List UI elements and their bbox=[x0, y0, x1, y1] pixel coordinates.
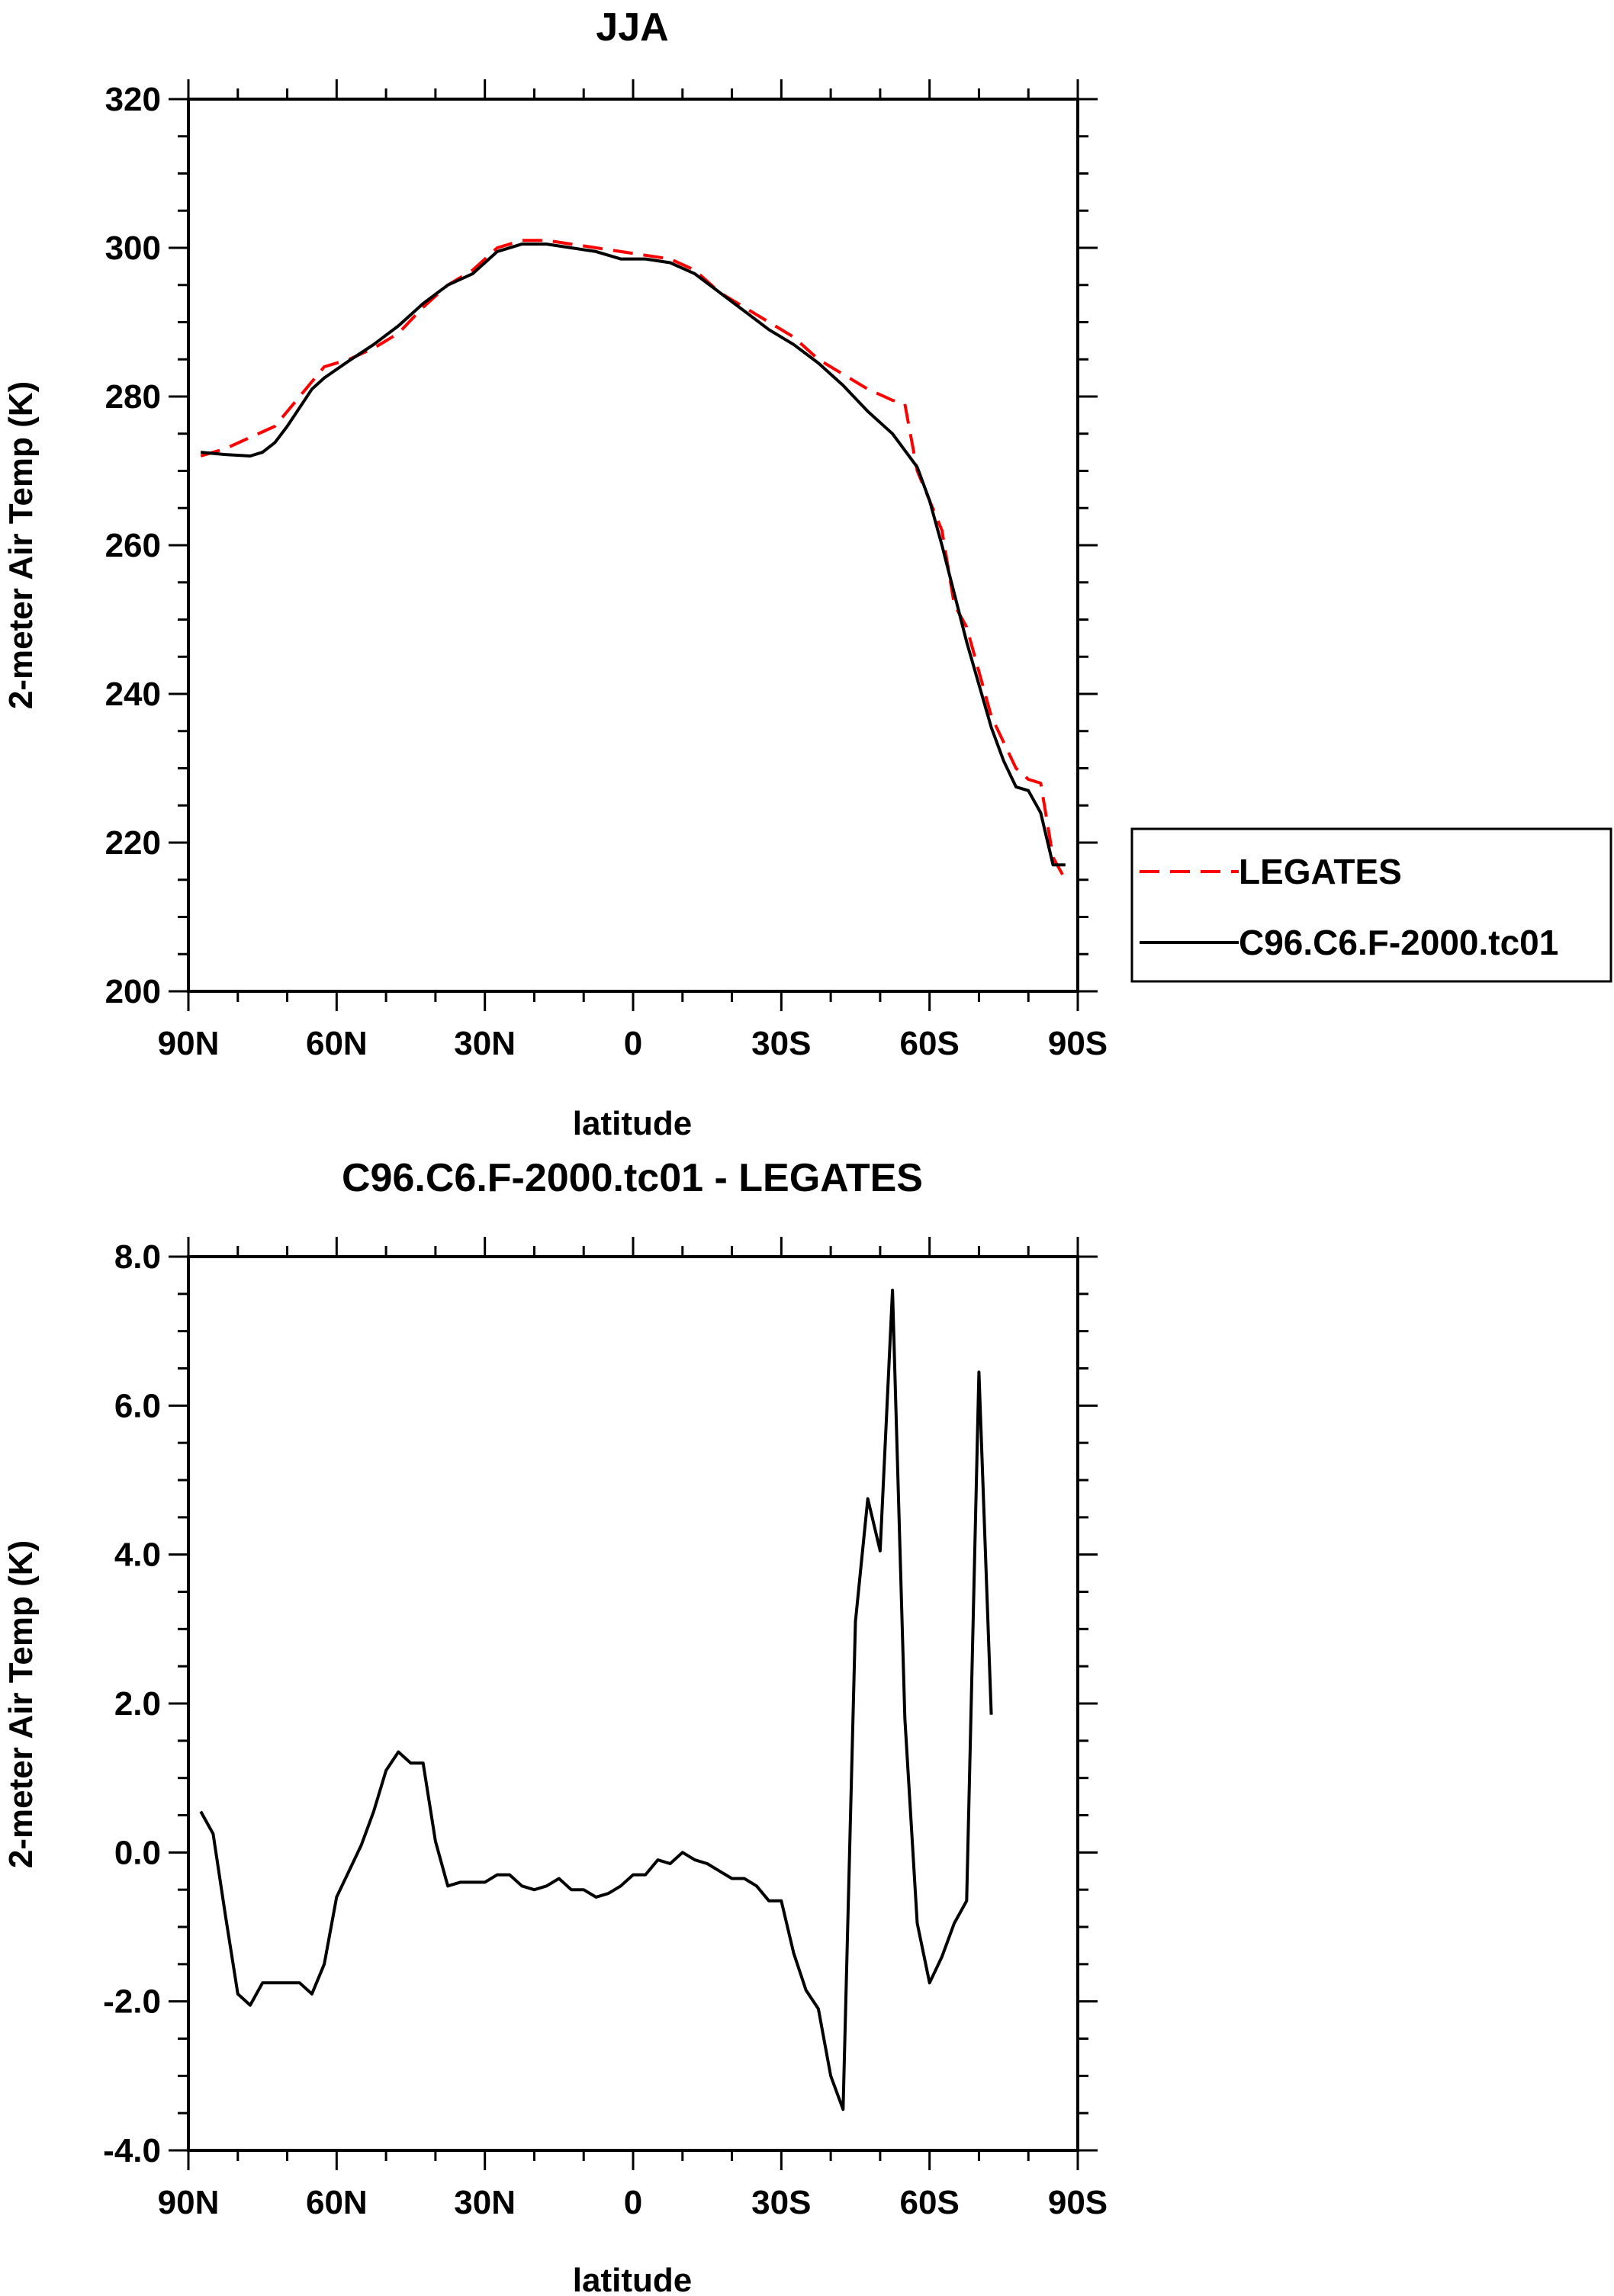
bottom-series-group bbox=[199, 1289, 993, 2111]
top-y-tick-label: 200 bbox=[105, 973, 161, 1010]
top-x-tick-label: 60N bbox=[306, 1025, 368, 1062]
bottom-x-tick-label: 90S bbox=[1048, 2184, 1108, 2221]
bottom-y-tick-label: -2.0 bbox=[103, 1983, 161, 2021]
bottom-y-tick-label: 0.0 bbox=[114, 1834, 161, 1871]
top-series-group bbox=[200, 239, 1067, 881]
bottom-y-tick-label: 2.0 bbox=[114, 1685, 161, 1723]
bottom-plot-frame bbox=[187, 1255, 1079, 2152]
bottom-series-line-model bbox=[199, 1289, 993, 2111]
top-panel: JJA 200 220 240 260 280 300 320 90N 60N 30N 0 30S 60… bbox=[2, 5, 1612, 1142]
bottom-x-axis-label: latitude bbox=[573, 2262, 692, 2296]
legend-label-model: C96.C6.F-2000.tc01 bbox=[1239, 923, 1558, 962]
bottom-ticks: -4.0 -2.0 0.0 2.0 4.0 6.0 8.0 90N 60N 30N 0 30S 60S 9… bbox=[103, 1237, 1108, 2221]
top-series-line-series-1 bbox=[201, 242, 1066, 867]
bottom-y-tick-label: -4.0 bbox=[103, 2132, 161, 2169]
top-y-tick-label: 260 bbox=[105, 527, 161, 564]
bottom-x-tick-label: 90N bbox=[158, 2184, 220, 2221]
bottom-x-tick-label: 30S bbox=[751, 2184, 811, 2221]
top-y-tick-label: 220 bbox=[105, 824, 161, 862]
bottom-y-tick-label: 6.0 bbox=[114, 1387, 161, 1424]
bottom-y-tick-label: 4.0 bbox=[114, 1537, 161, 1574]
top-x-tick-label: 30N bbox=[454, 1025, 516, 1062]
legend-box bbox=[1130, 827, 1612, 983]
top-x-tick-label: 0 bbox=[624, 1025, 642, 1062]
bottom-x-tick-label: 0 bbox=[624, 2184, 642, 2221]
bottom-x-tick-label: 30N bbox=[454, 2184, 516, 2221]
top-y-tick-label: 320 bbox=[105, 81, 161, 118]
legend-label-legates: LEGATES bbox=[1239, 852, 1402, 891]
bottom-x-tick-label: 60S bbox=[900, 2184, 960, 2221]
bottom-y-tick-label: 8.0 bbox=[114, 1238, 161, 1276]
top-y-tick-label: 300 bbox=[105, 230, 161, 267]
bottom-panel: C96.C6.F-2000.tc01 - LEGATES -4.0 -2.0 0.0… bbox=[2, 1156, 1108, 2296]
top-x-tick-label: 90S bbox=[1048, 1025, 1108, 1062]
top-chart-title: JJA bbox=[596, 5, 668, 50]
bottom-x-tick-label: 60N bbox=[306, 2184, 368, 2221]
top-series-line-legates bbox=[200, 239, 1067, 881]
top-x-tick-label: 60S bbox=[900, 1025, 960, 1062]
top-x-axis-label: latitude bbox=[573, 1105, 692, 1142]
top-y-tick-label: 240 bbox=[105, 676, 161, 713]
top-x-tick-label: 30S bbox=[751, 1025, 811, 1062]
top-plot-frame bbox=[187, 98, 1079, 993]
bottom-chart-title: C96.C6.F-2000.tc01 - LEGATES bbox=[342, 1156, 923, 1200]
bottom-y-axis-label: 2-meter Air Temp (K) bbox=[2, 1540, 40, 1868]
top-ticks: 200 220 240 260 280 300 320 90N 60N 30N 0 30S 60S 90S bbox=[105, 79, 1108, 1062]
legend: LEGATES C96.C6.F-2000.tc01 bbox=[1130, 827, 1612, 983]
top-x-tick-label: 90N bbox=[158, 1025, 220, 1062]
top-y-axis-label: 2-meter Air Temp (K) bbox=[2, 381, 40, 709]
top-y-tick-label: 280 bbox=[105, 378, 161, 416]
